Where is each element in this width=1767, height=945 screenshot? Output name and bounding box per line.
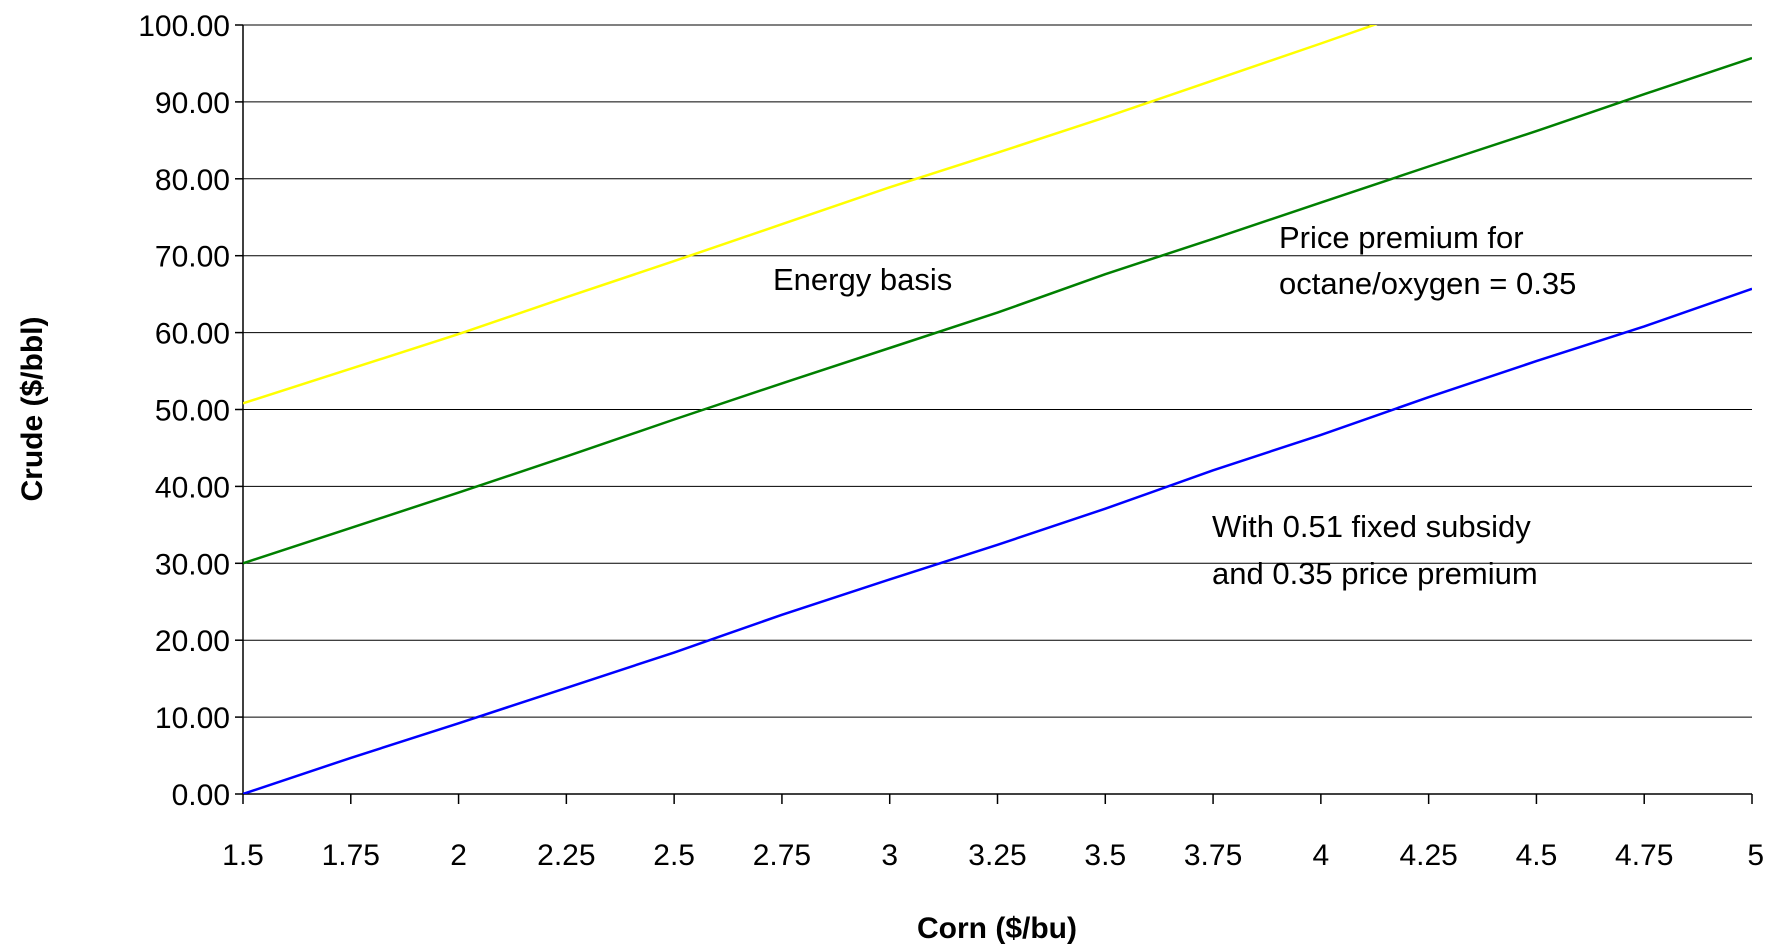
series-group — [243, 25, 1752, 794]
x-tick-label: 2.25 — [537, 839, 595, 872]
y-tick-label: 60.00 — [155, 318, 230, 351]
x-tick-label: 5 — [1747, 839, 1764, 872]
annotation-2: Price premium for octane/oxygen = 0.35 — [1279, 220, 1576, 301]
y-tick-label: 70.00 — [155, 241, 230, 274]
y-tick-labels: 0.00 10.00 20.00 30.00 40.00 50.00 60.00 70.00 8… — [138, 10, 230, 812]
x-tick-label: 1.5 — [222, 839, 264, 872]
x-axis-title: Corn ($/bu) — [917, 912, 1077, 945]
x-tick-label: 3 — [881, 839, 898, 872]
y-tick-label: 90.00 — [155, 87, 230, 120]
annotation-line: and 0.35 price premium — [1212, 556, 1538, 591]
annotation-3: With 0.51 fixed subsidy and 0.35 price pr… — [1212, 509, 1538, 591]
y-tick-label: 0.00 — [172, 779, 230, 812]
y-tick-label: 80.00 — [155, 164, 230, 197]
x-tick-label: 4.5 — [1516, 839, 1558, 872]
x-tick-labels: 1.5 1.75 2 2.25 2.5 2.75 3 3.25 3.5 3.75 4 4.25 4.5 4… — [222, 839, 1764, 872]
y-tick-label: 20.00 — [155, 625, 230, 658]
annotation-line: With 0.51 fixed subsidy — [1212, 509, 1531, 544]
series-line-1 — [243, 25, 1378, 405]
annotation-line: Energy basis — [773, 262, 952, 297]
x-tick-label: 1.75 — [322, 839, 380, 872]
annotation-line: octane/oxygen = 0.35 — [1279, 266, 1576, 301]
annotations: Energy basis Price premium for octane/oxyg… — [773, 220, 1576, 591]
y-axis-title: Crude ($/bbl) — [16, 317, 49, 502]
x-tick-label: 3.5 — [1084, 839, 1126, 872]
y-tick-label: 100.00 — [138, 10, 230, 43]
annotation-line: Price premium for — [1279, 220, 1524, 255]
x-tick-label: 4.25 — [1399, 839, 1457, 872]
y-tick-label: 40.00 — [155, 471, 230, 504]
annotation-1: Energy basis — [773, 262, 952, 297]
x-tick-label: 4 — [1313, 839, 1330, 872]
y-tick-label: 30.00 — [155, 548, 230, 581]
x-tick-label: 2.75 — [753, 839, 811, 872]
x-tick-label: 4.75 — [1615, 839, 1673, 872]
series-line-3 — [243, 287, 1752, 794]
series-line-2 — [243, 56, 1752, 565]
x-tick-label: 3.75 — [1184, 839, 1242, 872]
x-tick-label: 2.5 — [653, 839, 695, 872]
axes — [242, 25, 1753, 804]
gridlines — [235, 24, 1752, 795]
x-tick-label: 3.25 — [968, 839, 1026, 872]
y-tick-label: 50.00 — [155, 395, 230, 428]
x-tick-label: 2 — [450, 839, 467, 872]
y-tick-label: 10.00 — [155, 702, 230, 735]
